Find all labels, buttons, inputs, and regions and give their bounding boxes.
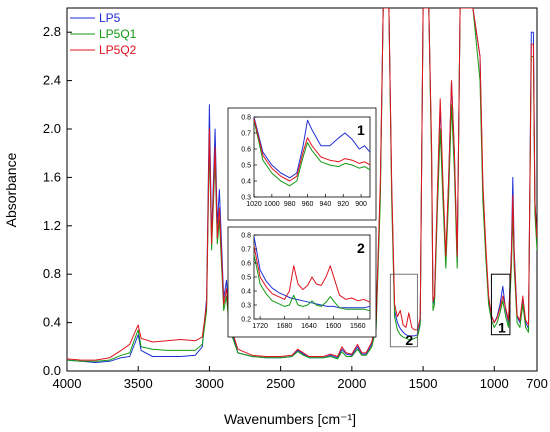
inset-y-tick-label: 0.7	[241, 131, 251, 138]
y-tick-label: 0.8	[43, 266, 61, 281]
y-tick-label: 2.0	[43, 121, 61, 136]
zoom-box-2-label: 2	[405, 332, 413, 348]
inset-y-tick-label: 0.3	[241, 195, 251, 202]
y-tick-label: 1.2	[43, 218, 61, 233]
x-tick-label: 2500	[266, 376, 295, 391]
inset-x-tick-label: 1000	[264, 201, 280, 208]
series-line-lp5q2	[67, 8, 537, 361]
inset-2-series-line-lp5q2	[254, 246, 370, 303]
zoom-box-1	[490, 273, 511, 336]
inset-1-series-group	[254, 117, 370, 187]
inset-y-tick-label: 0.8	[241, 233, 251, 240]
inset-1-series-line-lp5	[254, 117, 370, 179]
inset-y-tick-label: 0.4	[241, 289, 251, 296]
inset-y-tick-label: 0.5	[241, 163, 251, 170]
inset-y-tick-label: 0.2	[241, 317, 251, 324]
inset-2-series-line-lp5q1	[254, 254, 370, 312]
y-axis: 0.0 0.4 0.8 1.2 1.6 2.0 2.4 2.8	[43, 24, 72, 378]
inset-y-tick-label: 0.4	[241, 179, 251, 186]
inset-x-tick-label: 1680	[277, 323, 293, 330]
x-axis: 4000 3500 3000 2500 2000 1500 1000 700	[53, 366, 548, 391]
inset-1-series-line-lp5q2	[254, 118, 370, 182]
inset-y-tick-label: 0.3	[241, 303, 251, 310]
inset-x-tick-label: 940	[320, 201, 332, 208]
inset-x-tick-label: 980	[284, 201, 296, 208]
inset-2-series-group	[254, 236, 370, 312]
inset-1-label: 1	[357, 122, 365, 138]
x-tick-label: 1500	[409, 376, 438, 391]
legend: LP5 LP5Q1 LP5Q2	[70, 11, 137, 57]
y-tick-label: 2.8	[43, 24, 61, 39]
inset-2-label: 2	[357, 240, 365, 256]
inset-2-axes: 1720 1680 1640 1600 1560 0.2 0.3 0.4 0.5 0.6 0.7 0.…	[241, 233, 365, 331]
y-tick-label: 2.4	[43, 73, 61, 88]
y-axis-title: Absorbance	[3, 152, 19, 227]
x-tick-label: 3000	[195, 376, 224, 391]
inset-x-tick-label: 1020	[246, 201, 262, 208]
inset-y-tick-label: 0.6	[241, 147, 251, 154]
zoom-box-1-label: 1	[498, 320, 506, 336]
inset-x-tick-label: 1720	[252, 323, 268, 330]
y-tick-label: 0.4	[43, 315, 61, 330]
zoom-box-2	[389, 273, 418, 348]
inset-x-tick-label: 920	[337, 201, 349, 208]
x-tick-label: 2000	[337, 376, 366, 391]
x-tick-label: 3500	[124, 376, 153, 391]
inset-1-series-line-lp5q1	[254, 120, 370, 187]
inset-1: 1020 1000 980 960 940 920 900 0.3 0.4 0.5 0.6 0.7 0.…	[227, 107, 377, 221]
inset-y-tick-label: 0.7	[241, 247, 251, 254]
legend-label-lp5q2: LP5Q2	[99, 43, 137, 57]
y-tick-label: 1.6	[43, 169, 61, 184]
x-tick-label: 1000	[480, 376, 509, 391]
inset-x-tick-label: 900	[355, 201, 367, 208]
y-tick-label: 0.0	[43, 363, 61, 378]
x-axis-title: Wavenumbers [cm⁻¹]	[224, 411, 356, 427]
x-tick-label: 700	[526, 376, 548, 391]
inset-y-tick-label: 0.6	[241, 261, 251, 268]
inset-x-tick-label: 1560	[350, 323, 366, 330]
inset-1-axes: 1020 1000 980 960 940 920 900 0.3 0.4 0.5 0.6 0.7 0.…	[241, 115, 367, 209]
legend-label-lp5q1: LP5Q1	[99, 27, 137, 41]
inset-y-tick-label: 0.5	[241, 275, 251, 282]
legend-label-lp5: LP5	[99, 11, 121, 25]
inset-x-tick-label: 960	[302, 201, 314, 208]
inset-2-series-line-lp5	[254, 236, 370, 309]
inset-y-tick-label: 0.8	[241, 115, 251, 122]
inset-x-tick-label: 1640	[301, 323, 317, 330]
x-tick-label: 4000	[53, 376, 82, 391]
main-series-group	[67, 8, 537, 363]
inset-x-tick-label: 1600	[326, 323, 342, 330]
inset-2: 1720 1680 1640 1600 1560 0.2 0.3 0.4 0.5 0.6 0.7 0.…	[227, 226, 377, 338]
